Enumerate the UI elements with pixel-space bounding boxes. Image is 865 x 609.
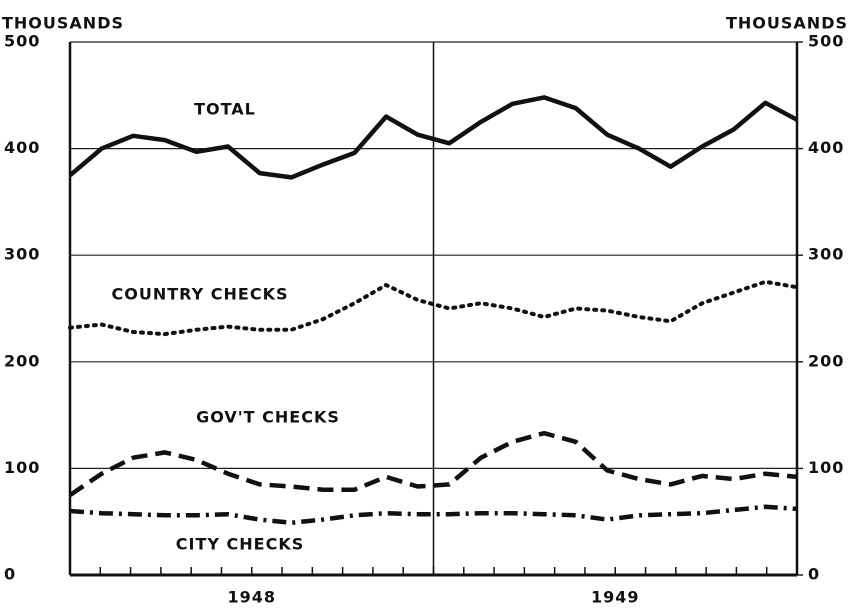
y2-tick-label: 300 [808,245,844,264]
y2-tick-label: 200 [808,351,844,370]
series-label: COUNTRY CHECKS [112,285,289,304]
y2-tick-label: 500 [808,32,844,51]
y-tick-label: 100 [4,458,40,477]
series-label: TOTAL [194,100,256,119]
y2-tick-label: 400 [808,138,844,157]
series-line [68,279,799,337]
series-label: GOV'T CHECKS [196,408,340,427]
series-label: CITY CHECKS [176,535,305,554]
year-label: 1948 [227,588,276,607]
series-line [68,95,799,180]
y2-axis-label: THOUSANDS [726,14,848,33]
y-tick-label: 500 [4,32,40,51]
y-tick-label: 400 [4,138,40,157]
y2-tick-label: 100 [808,458,844,477]
y2-tick-label: 0 [808,565,820,584]
series-line [69,504,798,526]
y-tick-label: 200 [4,351,40,370]
y-axis-label: THOUSANDS [2,14,124,33]
y-tick-label: 0 [4,565,16,584]
year-label: 1949 [591,588,640,607]
y-tick-label: 300 [4,245,40,264]
series-line [68,430,798,497]
